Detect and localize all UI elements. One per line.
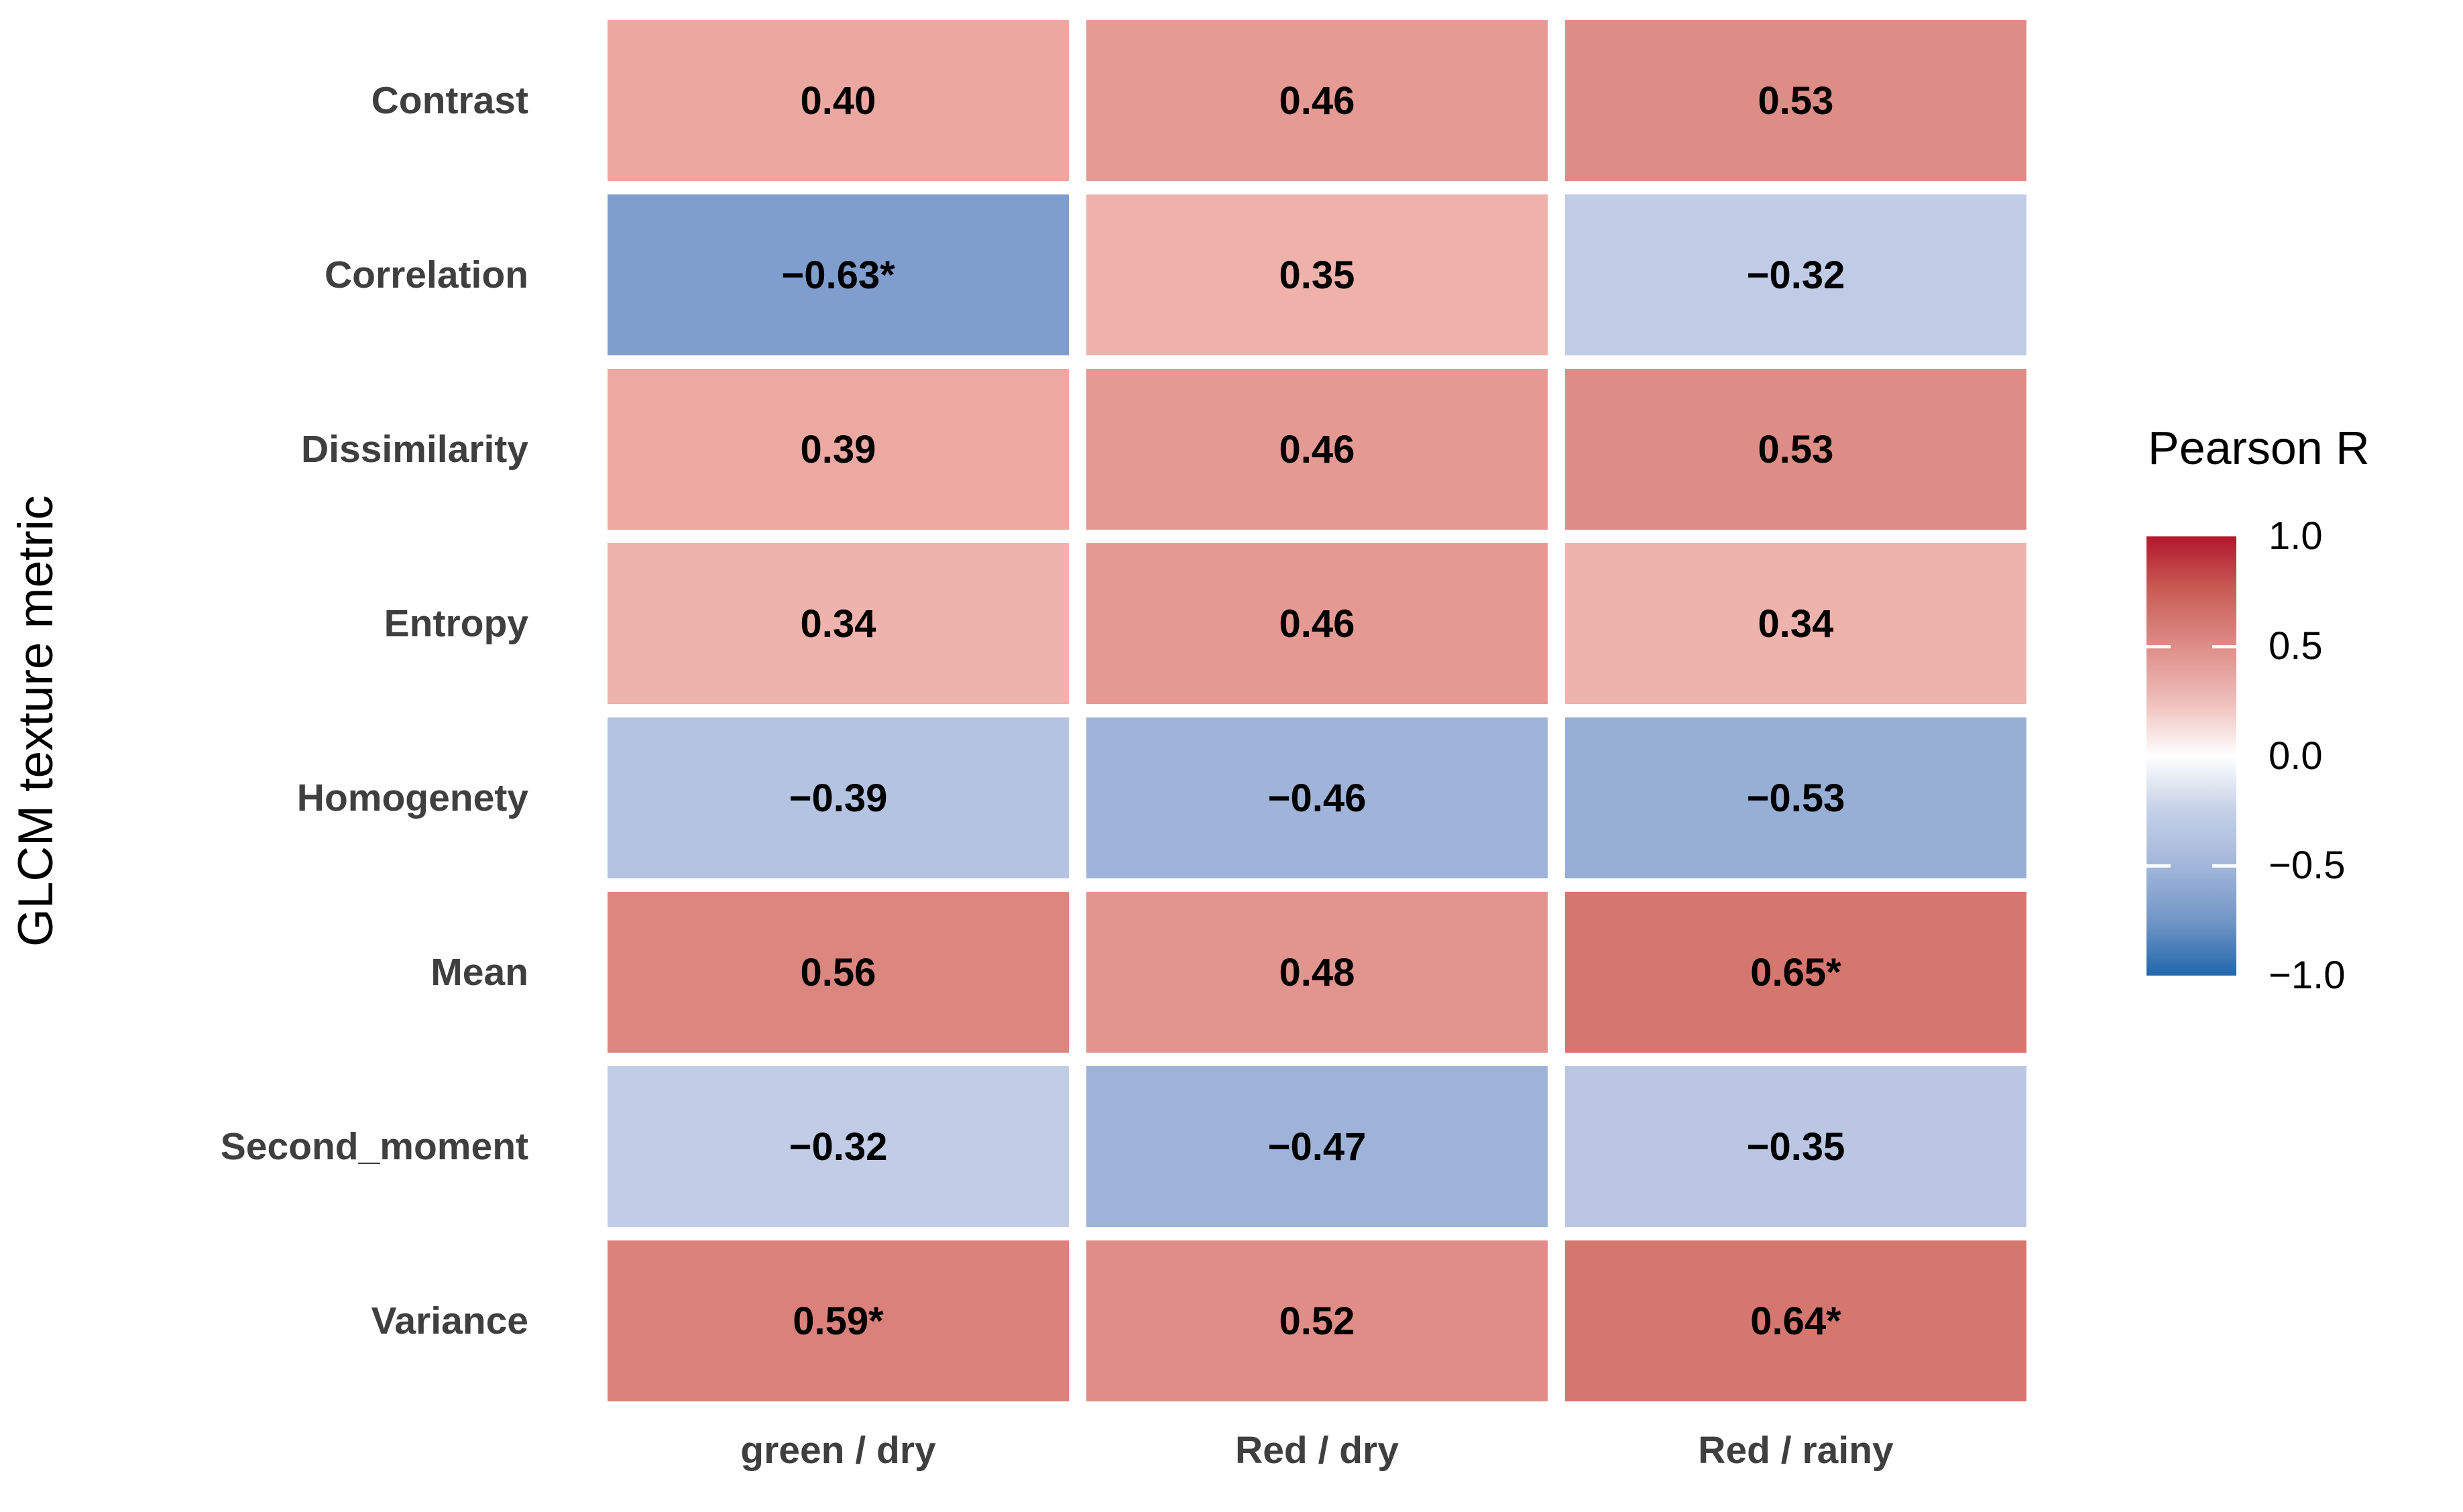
heatmap-cell: 0.59* <box>608 1240 1069 1401</box>
row-label-second_moment: Second_moment <box>220 1125 528 1168</box>
row-label-contrast: Contrast <box>371 79 528 122</box>
legend-colorbar <box>2146 536 2236 976</box>
legend-tick-label: 0.0 <box>2269 734 2323 778</box>
row-label-homogenety: Homogenety <box>296 776 528 819</box>
row-label-mean: Mean <box>431 951 528 994</box>
legend-tick-label: −0.5 <box>2269 844 2346 887</box>
heatmap-cell: 0.53 <box>1565 20 2026 181</box>
heatmap-cell: −0.63* <box>608 194 1069 355</box>
heatmap-cell: −0.39 <box>608 717 1069 878</box>
heatmap-cell: −0.46 <box>1086 717 1548 878</box>
heatmap-cell: 0.46 <box>1086 543 1548 704</box>
legend: Pearson R 1.0 0.5 0.0 −0.5 −1.0 <box>2146 421 2463 1038</box>
heatmap-cell: 0.53 <box>1565 369 2026 530</box>
heatmap-cell: −0.53 <box>1565 717 2026 878</box>
column-labels: green / dry Red / dry Red / rainy <box>608 1413 2026 1487</box>
row-label-variance: Variance <box>371 1299 528 1342</box>
legend-title: Pearson R <box>2148 422 2370 474</box>
row-label-dissimilarity: Dissimilarity <box>301 428 528 471</box>
legend-tick-mark <box>2146 864 2171 868</box>
row-label-correlation: Correlation <box>324 253 528 296</box>
legend-tick-label: 1.0 <box>2269 514 2323 558</box>
heatmap-cell: 0.52 <box>1086 1240 1548 1401</box>
heatmap-cell: −0.32 <box>1565 194 2026 355</box>
legend-tick-label: −1.0 <box>2269 953 2346 997</box>
heatmap-cell: 0.64* <box>1565 1240 2026 1401</box>
row-label-entropy: Entropy <box>384 602 528 645</box>
heatmap-cell: 0.39 <box>608 369 1069 530</box>
heatmap-cell: 0.56 <box>608 892 1069 1053</box>
legend-tick-mark <box>2212 645 2236 648</box>
heatmap-cell: 0.65* <box>1565 892 2026 1053</box>
heatmap-cell: 0.35 <box>1086 194 1548 355</box>
legend-tick-mark <box>2212 864 2236 868</box>
column-label: Red / dry <box>1235 1429 1399 1472</box>
heatmap-cell: 0.46 <box>1086 369 1548 530</box>
heatmap-cell: 0.34 <box>608 543 1069 704</box>
row-labels: Contrast Correlation Dissimilarity Entropy H… <box>0 20 528 1401</box>
heatmap-cell: −0.32 <box>608 1066 1069 1227</box>
heatmap-grid: 0.40 0.46 0.53 −0.63* 0.35 −0.32 0.39 0.46 0.53 0… <box>608 20 2026 1401</box>
legend-tick-label: 0.5 <box>2269 624 2323 668</box>
heatmap-cell: −0.35 <box>1565 1066 2026 1227</box>
heatmap-cell: 0.48 <box>1086 892 1548 1053</box>
heatmap-cell: 0.40 <box>608 20 1069 181</box>
heatmap-cell: 0.34 <box>1565 543 2026 704</box>
heatmap-cell: 0.46 <box>1086 20 1548 181</box>
heatmap-cell: −0.47 <box>1086 1066 1548 1227</box>
column-label: Red / rainy <box>1698 1429 1894 1472</box>
column-label: green / dry <box>740 1429 936 1472</box>
legend-tick-mark <box>2146 645 2171 648</box>
